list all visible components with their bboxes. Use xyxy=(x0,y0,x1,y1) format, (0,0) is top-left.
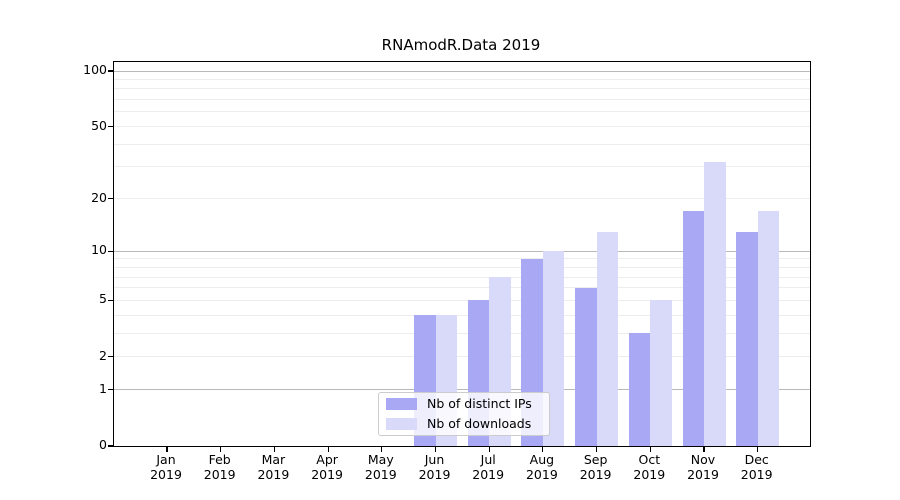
legend-label: Nb of distinct IPs xyxy=(427,396,532,411)
bar-nb-of-downloads-sep xyxy=(596,231,619,446)
y-tick-label: 100 xyxy=(83,62,107,78)
gridline-minor xyxy=(114,143,810,145)
x-tick-label: Feb 2019 xyxy=(203,452,236,482)
y-axis-tick xyxy=(107,389,113,391)
bar-nb-of-downloads-oct xyxy=(650,300,672,446)
y-tick-label: 5 xyxy=(99,291,107,307)
legend-entry: Nb of downloads xyxy=(386,417,541,431)
x-axis-tick xyxy=(703,447,705,453)
x-axis-tick xyxy=(542,447,544,453)
gridline-major xyxy=(114,70,810,72)
x-axis-tick xyxy=(434,447,437,453)
y-axis-tick xyxy=(107,70,113,72)
y-axis-tick xyxy=(107,125,113,128)
y-axis-tick xyxy=(107,356,113,358)
y-tick-label: 10 xyxy=(91,242,107,258)
y-axis-tick xyxy=(107,250,113,252)
y-axis-tick xyxy=(107,445,113,447)
x-tick-label: Jul 2019 xyxy=(472,452,505,482)
gridline-minor xyxy=(114,332,810,334)
bar-nb-of-distinct-ips-sep xyxy=(575,287,597,446)
x-axis-tick xyxy=(166,447,168,453)
y-tick-label: 0 xyxy=(99,437,107,452)
gridline-minor xyxy=(114,99,810,101)
gridline-major xyxy=(114,389,810,391)
gridline-minor xyxy=(114,258,810,260)
x-tick-label: Sep 2019 xyxy=(579,452,612,482)
x-tick-label: Jun 2019 xyxy=(418,452,451,482)
gridline-minor xyxy=(114,276,810,278)
gridline-minor xyxy=(114,88,810,90)
x-tick-label: Apr 2019 xyxy=(311,452,343,482)
bar-nb-of-downloads-dec xyxy=(757,211,780,446)
x-tick-label: Nov 2019 xyxy=(687,452,719,482)
y-axis-tick xyxy=(107,198,113,200)
bar-nb-of-distinct-ips-nov xyxy=(682,211,704,446)
gridline-minor xyxy=(114,166,810,168)
y-axis-tick xyxy=(107,299,113,301)
x-tick-label: Jan 2019 xyxy=(150,452,182,482)
bar-nb-of-downloads-nov xyxy=(704,161,726,446)
x-axis-tick xyxy=(757,447,759,453)
x-tick-label: Mar 2019 xyxy=(257,452,290,482)
chart-title: RNAmodR.Data 2019 xyxy=(381,36,541,54)
legend-label: Nb of downloads xyxy=(427,416,532,431)
gridline-minor xyxy=(114,314,810,316)
x-axis-tick xyxy=(381,447,383,453)
gridline-minor xyxy=(114,111,810,113)
y-tick-label: 1 xyxy=(99,380,107,396)
plot-area: Nb of distinct IPs Nb of downloads xyxy=(107,61,811,453)
bar-nb-of-distinct-ips-dec xyxy=(736,231,758,446)
y-tick-label: 50 xyxy=(91,117,107,133)
gridline-major xyxy=(114,250,810,252)
legend: Nb of distinct IPs Nb of downloads xyxy=(378,392,550,436)
bar-nb-of-distinct-ips-oct xyxy=(628,333,651,446)
x-tick-label: May 2019 xyxy=(364,452,397,482)
gridline-minor xyxy=(114,78,810,80)
legend-entry: Nb of distinct IPs xyxy=(386,397,541,411)
gridline-minor xyxy=(114,356,810,358)
legend-swatch-nb-of-distinct-ips xyxy=(386,397,417,411)
gridline-minor xyxy=(114,287,810,289)
x-axis-tick xyxy=(327,447,329,453)
x-axis-tick xyxy=(649,447,651,453)
legend-swatch-nb-of-downloads xyxy=(386,417,417,431)
x-axis-tick xyxy=(596,447,598,453)
gridline-minor xyxy=(114,266,810,268)
x-tick-label: Aug 2019 xyxy=(525,452,558,482)
gridline-minor xyxy=(114,126,810,128)
gridline-minor xyxy=(114,198,810,200)
x-axis-tick xyxy=(220,447,222,453)
y-tick-label: 2 xyxy=(99,347,107,363)
y-tick-label: 20 xyxy=(91,189,107,205)
x-tick-label: Oct 2019 xyxy=(633,452,666,482)
x-axis-tick xyxy=(273,447,275,453)
x-axis-tick xyxy=(488,447,490,453)
x-tick-label: Dec 2019 xyxy=(740,452,773,482)
gridline-minor xyxy=(114,299,810,301)
